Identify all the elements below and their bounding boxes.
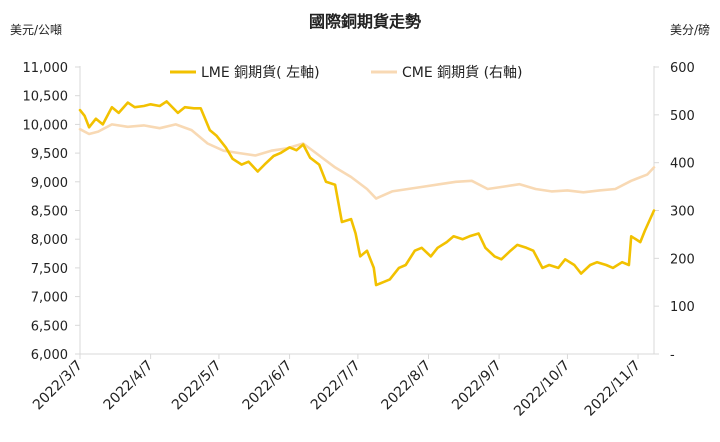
left-tick-label: 6,500 <box>31 319 68 334</box>
left-tick-label: 7,500 <box>31 262 68 277</box>
x-tick-label: 2022/4/7 <box>101 358 157 414</box>
series-layer <box>78 100 656 287</box>
left-axis-ticks: 6,000 6,500 7,000 7,500 8,000 8,500 9,000 9,500… <box>23 61 80 363</box>
right-tick-label: 600 <box>670 61 695 76</box>
left-tick-label: 7,000 <box>31 291 68 306</box>
right-tick-label: - <box>670 348 675 363</box>
left-tick-label: 10,000 <box>23 118 69 133</box>
right-tick-label: 400 <box>670 157 695 172</box>
left-tick-label: 11,000 <box>23 61 69 76</box>
legend-label-cme: CME 銅期貨 (右軸) <box>402 64 523 81</box>
x-tick-label: 2022/11/7 <box>582 358 644 420</box>
left-tick-label: 6,000 <box>31 348 68 363</box>
left-tick-label: 9,000 <box>31 176 68 191</box>
right-tick-label: 100 <box>670 300 695 315</box>
x-tick-label: 2022/5/7 <box>169 358 225 414</box>
left-tick-label: 10,500 <box>23 90 69 105</box>
cme-series-line <box>78 123 656 200</box>
right-axis-unit: 美分/磅 <box>670 22 710 37</box>
left-tick-label: 9,500 <box>31 147 68 162</box>
legend: LME 銅期貨( 左軸) CME 銅期貨 (右軸) <box>170 64 523 81</box>
lme-series-line <box>78 100 656 287</box>
right-axis-ticks: - 100 200 300 400 500 600 <box>654 61 695 363</box>
right-tick-label: 300 <box>670 205 695 220</box>
x-tick-label: 2022/9/7 <box>449 358 505 414</box>
right-tick-label: 200 <box>670 252 695 267</box>
x-tick-label: 2022/8/7 <box>379 358 435 414</box>
x-tick-label: 2022/6/7 <box>240 358 296 414</box>
x-axis-ticks: 2022/3/7 2022/4/7 2022/5/7 2022/6/7 2022/7/7… <box>30 354 644 420</box>
right-tick-label: 500 <box>670 109 695 124</box>
legend-label-lme: LME 銅期貨( 左軸) <box>201 64 320 81</box>
left-tick-label: 8,500 <box>31 205 68 220</box>
x-tick-label: 2022/3/7 <box>30 358 86 414</box>
x-tick-label: 2022/7/7 <box>308 358 364 414</box>
left-tick-label: 8,000 <box>31 233 68 248</box>
x-tick-label: 2022/10/7 <box>511 358 573 420</box>
chart-title: 國際銅期貨走勢 <box>309 12 421 31</box>
left-axis-unit: 美元/公噸 <box>10 23 62 37</box>
